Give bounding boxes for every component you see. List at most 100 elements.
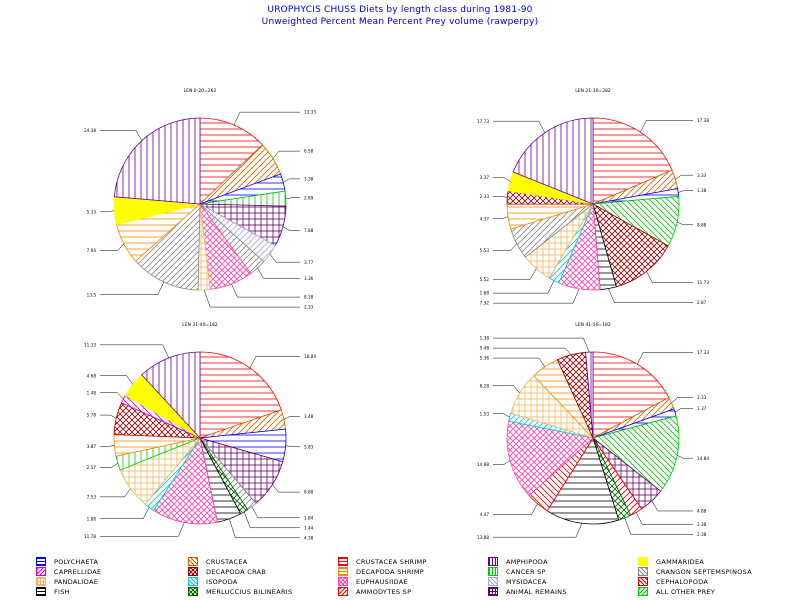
slice-value-label: 1.44 — [304, 525, 314, 530]
leader-line — [493, 268, 537, 280]
pie-chart-4: LEN 41-50=182 17.33 2.33 1.37 14.84 4.88 2.38 2… — [477, 322, 709, 540]
legend-item-merluccius-bilinearis: MERLUCCIUS BILINEARIS — [188, 586, 292, 597]
slice-value-label: 2.89 — [304, 195, 314, 200]
pie-chart-1: LEN 0-20=262 13.33 6.58 3.38 2.89 7.88 3.77 3.3… — [84, 88, 316, 310]
slice-value-label: 2.33 — [697, 395, 707, 400]
slice-value-label: 13.88 — [477, 535, 489, 540]
leader-line — [651, 500, 693, 512]
slice-value-label: 2.87 — [697, 300, 707, 305]
slice-value-label: 4.37 — [480, 216, 490, 221]
leader-line — [493, 503, 538, 515]
legend-label: GAMMARIDEA — [656, 557, 705, 566]
leader-line — [493, 177, 511, 182]
slice-value-label: 11.33 — [84, 342, 96, 347]
legend-label: EUPHAUSIIDAE — [356, 577, 408, 586]
pie-charts-canvas: LEN 0-20=262 13.33 6.58 3.38 2.89 7.88 3.77 3.3… — [84, 88, 709, 540]
legend-item-caprellidae: CAPRELLIDAE — [36, 566, 101, 577]
chart-subtitle: Unweighted Percent Mean Percent Prey vol… — [261, 17, 539, 27]
slice-value-label: 2.33 — [304, 305, 314, 310]
slice-value-label: 8.28 — [480, 383, 490, 388]
slice-value-label: 1.37 — [697, 406, 707, 411]
leader-line — [100, 522, 185, 537]
legend-item-cancer-sp: CANCER SP — [488, 566, 546, 577]
slice-value-label: 24.38 — [84, 128, 96, 133]
leader-line — [251, 506, 300, 519]
leader-line — [493, 216, 509, 220]
pie-chart-2: LEN 21-30=282 17.38 3.33 1.38 8.88 11.73 2.87 1… — [477, 88, 709, 306]
legend-item-gammaridea: GAMMARIDEA — [638, 556, 704, 567]
slice-value-label: 13.33 — [304, 110, 316, 115]
leader-line — [272, 484, 300, 493]
slice-value-label: 7.88 — [304, 228, 314, 233]
leader-line — [677, 455, 693, 459]
leader-line — [493, 120, 546, 133]
slice-value-label: 14.88 — [477, 462, 489, 467]
leader-line — [229, 518, 300, 539]
leader-line — [493, 288, 580, 304]
slice-value-label: 11.73 — [697, 280, 709, 285]
slice-value-label: 5.83 — [304, 444, 314, 449]
pie-title: LEN 31-40=182 — [182, 322, 218, 328]
leader-line — [493, 243, 517, 251]
slice-value-label: 11.78 — [84, 534, 96, 539]
legend-swatch — [36, 557, 46, 566]
slice-value-label: 1.48 — [87, 390, 97, 395]
legend-label: CAPRELLIDAE — [54, 567, 102, 576]
leader-line — [637, 351, 693, 365]
legend-item-crangon-septemspinosa: CRANGON SEPTEMSPINOSA — [638, 566, 752, 577]
legend-label: CRUSTACEA SHRIMP — [356, 557, 427, 566]
leader-line — [100, 281, 165, 295]
legend-item-pandalidae: PANDALIDAE — [36, 576, 98, 587]
pie-slice-crustacea-shrimp — [592, 351, 670, 439]
legend-item-mysidacea: MYSIDACEA — [488, 576, 547, 587]
leader-line — [493, 337, 590, 353]
slice-value-label: 7.32 — [480, 301, 490, 306]
legend-swatch — [638, 587, 648, 596]
slice-value-label: 5.53 — [480, 248, 490, 253]
leader-line — [100, 488, 131, 498]
leader-line — [249, 356, 300, 369]
legend-item-all-other-prey: ALL OTHER PREY — [638, 586, 715, 597]
slice-value-label: 17.73 — [477, 119, 489, 124]
slice-value-label: 3.37 — [480, 175, 490, 180]
leader-line — [635, 512, 693, 525]
leader-line — [283, 178, 300, 183]
leader-line — [285, 197, 300, 199]
leader-line — [100, 344, 169, 358]
legend-swatch — [638, 557, 648, 566]
leader-line — [100, 507, 150, 519]
legend-swatch — [188, 567, 198, 576]
legend-label: FISH — [54, 587, 70, 596]
slice-value-label: 1.38 — [697, 188, 707, 193]
legend-swatch — [338, 567, 348, 576]
legend-swatch — [638, 567, 648, 576]
legend-label: CRUSTACEA — [206, 557, 248, 566]
legend-swatch — [188, 557, 198, 566]
legend-item-crustacea-shrimp: CRUSTACEA SHRIMP — [338, 556, 427, 567]
slice-value-label: 2.38 — [697, 532, 707, 537]
legend-label: AMPHIPODA — [506, 557, 548, 566]
legend-label: DECAPODA SHRIMP — [356, 567, 425, 576]
slice-value-label: 4.88 — [697, 509, 707, 514]
slice-value-label: 6.58 — [304, 149, 314, 154]
legend-item-animal-remains: ANIMAL REMAINS — [488, 586, 567, 597]
pie-title: LEN 0-20=262 — [184, 88, 217, 94]
leader-line — [203, 289, 300, 308]
legend-swatch — [36, 577, 46, 586]
slice-value-label: 18.84 — [304, 354, 316, 359]
legend-label: CANCER SP — [506, 567, 546, 576]
legend-item-cephalopoda: CEPHALOPODA — [638, 576, 708, 587]
slice-value-label: 17.38 — [697, 118, 709, 123]
slice-value-label: 1.88 — [480, 291, 490, 296]
legend-swatch — [638, 577, 648, 586]
pie-slice-amphipoda — [113, 117, 201, 205]
slice-value-label: 17.33 — [697, 350, 709, 355]
leader-line — [677, 221, 693, 226]
leader-line — [257, 267, 300, 279]
leader-line — [646, 271, 693, 283]
slice-value-label: 4.38 — [304, 535, 314, 540]
slice-value-label: 8.88 — [304, 490, 314, 495]
slice-value-label: 3.36 — [304, 276, 314, 281]
pie-title: LEN 41-50=182 — [575, 322, 611, 328]
slice-value-label: 14.84 — [697, 456, 709, 461]
